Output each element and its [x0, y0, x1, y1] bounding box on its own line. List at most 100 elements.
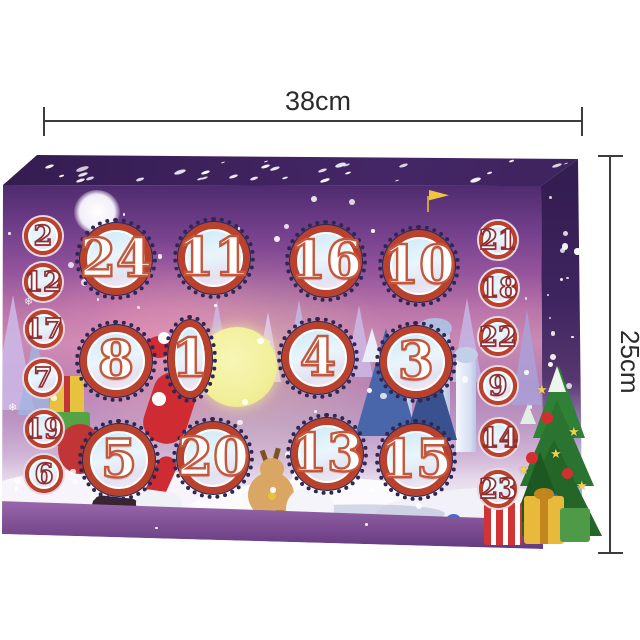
door-ring: 14	[479, 419, 519, 457]
door-12: 12	[22, 261, 64, 303]
width-tick-right	[581, 107, 583, 136]
door-number: 13	[290, 423, 365, 484]
snow-dot	[284, 223, 289, 229]
door-ring: 20	[176, 422, 250, 494]
door-number: 19	[24, 413, 63, 445]
door-number: 21	[478, 224, 517, 256]
door-face: 5	[90, 431, 148, 489]
gift-box	[484, 503, 522, 545]
castle-flag-icon	[429, 190, 449, 201]
snow-dot	[70, 468, 76, 475]
snow-dot	[237, 420, 243, 426]
door-number: 4	[299, 327, 338, 388]
door-face: 21	[478, 225, 518, 255]
door-face: 9	[483, 371, 513, 401]
snow-dot	[369, 487, 375, 493]
gift-bow	[534, 488, 554, 500]
door-5: 5	[78, 419, 160, 501]
door-face: 16	[289, 232, 363, 290]
snow-dot	[524, 370, 529, 375]
door-number: 15	[379, 429, 454, 490]
tree-star-icon: ★	[550, 446, 562, 461]
door-14: 14	[478, 417, 520, 459]
door-number: 8	[97, 330, 136, 391]
snow-dot	[310, 196, 317, 203]
door-ring: 16	[289, 225, 363, 297]
snow-dot	[550, 331, 556, 336]
snow-dot	[561, 243, 569, 250]
snow-dot	[565, 382, 573, 390]
snow-dot	[152, 397, 157, 402]
door-15: 15	[375, 419, 457, 501]
door-6: 6	[23, 453, 65, 495]
door-22: 22	[477, 316, 519, 358]
snow-dot	[565, 276, 569, 280]
door-ring: 8	[80, 325, 152, 397]
door-number: 23	[478, 473, 517, 505]
snow-dot	[367, 387, 373, 393]
door-number: 16	[289, 230, 364, 291]
height-tick-bottom	[598, 552, 623, 554]
snow-dot	[461, 376, 469, 383]
snow-dot	[348, 198, 356, 206]
snow-dot	[14, 487, 19, 491]
height-tick-top	[598, 155, 623, 157]
door-4: 4	[277, 317, 359, 399]
snow-dot	[524, 297, 528, 300]
door-face: 11	[177, 229, 251, 287]
snow-dot	[269, 486, 277, 494]
door-21: 21	[477, 219, 519, 261]
door-ring: 12	[23, 263, 63, 301]
door-face: 4	[289, 329, 347, 387]
door-7: 7	[22, 357, 64, 399]
door-ring: 18	[479, 269, 519, 307]
door-ring: 11	[177, 222, 251, 294]
height-label: 25cm	[615, 330, 640, 394]
door-ring: 13	[290, 418, 364, 490]
snow-dot	[562, 230, 569, 237]
door-ring: 7	[24, 359, 62, 397]
door-ring: 4	[282, 322, 354, 394]
tree-star-icon: ★	[518, 462, 530, 477]
door-number: 14	[479, 422, 518, 454]
snow-dot	[365, 523, 369, 527]
snow-dot	[549, 195, 552, 199]
door-20: 20	[172, 417, 254, 499]
snow-dot	[574, 248, 581, 255]
door-3: 3	[375, 321, 457, 403]
snow-dot	[122, 213, 126, 216]
door-face: 8	[87, 332, 145, 390]
snow-dot	[273, 235, 281, 243]
door-face: 12	[23, 267, 63, 297]
door-face: 23	[478, 474, 518, 504]
door-ring: 21	[478, 221, 518, 259]
door-ring: 22	[478, 318, 518, 356]
snow-dot	[548, 316, 552, 320]
snow-dot	[155, 526, 158, 530]
door-16: 16	[285, 220, 367, 302]
snow-dot	[8, 232, 11, 235]
door-number: 10	[382, 235, 457, 296]
door-face: 10	[382, 237, 456, 295]
door-23: 23	[477, 468, 519, 510]
door-number: 17	[24, 313, 63, 345]
width-tick-left	[43, 107, 45, 136]
tree-ornament	[526, 452, 538, 464]
snow-dot	[380, 392, 387, 400]
door-ring: 17	[24, 310, 64, 348]
tree-star-icon: ★	[576, 478, 588, 493]
snow-dot	[314, 410, 317, 413]
snow-dot	[559, 247, 565, 253]
door-face: 13	[290, 425, 364, 483]
door-ring: 5	[83, 424, 155, 496]
snow-dot	[67, 261, 75, 269]
door-8: 8	[75, 320, 157, 402]
door-face: 20	[176, 429, 250, 487]
door-number: 11	[177, 227, 252, 288]
snow-dot	[157, 254, 163, 260]
door-number: 24	[79, 228, 154, 289]
